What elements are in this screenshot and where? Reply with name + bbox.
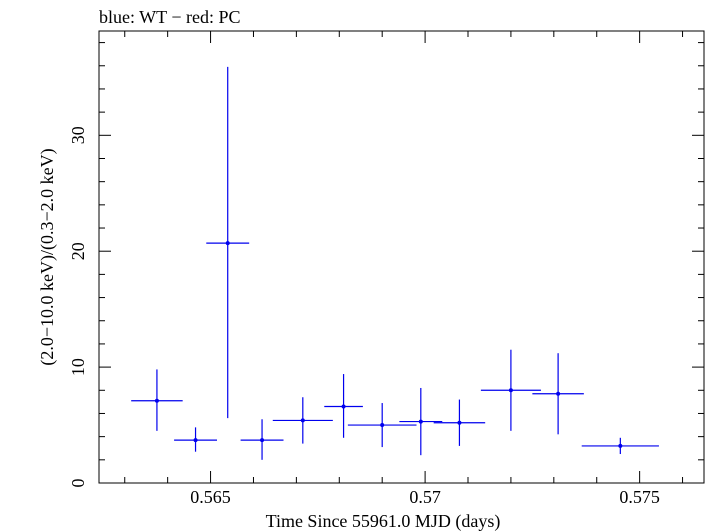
data-point (174, 427, 217, 452)
data-point (433, 399, 486, 446)
data-marker (618, 443, 623, 448)
data-point (240, 419, 284, 460)
data-marker (418, 419, 423, 424)
y-tick-label: 20 (68, 242, 88, 260)
tick-marks (99, 31, 704, 484)
y-tick-label: 10 (68, 358, 88, 376)
data-marker (508, 388, 513, 393)
chart-title: blue: WT − red: PC (99, 7, 240, 27)
data-point (206, 66, 250, 419)
data-marker (380, 423, 385, 428)
data-marker (300, 418, 305, 423)
data-point (532, 353, 584, 435)
x-tick-label: 0.575 (619, 487, 660, 507)
data-point (131, 369, 183, 431)
data-marker (341, 404, 346, 409)
data-points (131, 66, 659, 460)
data-point (324, 374, 363, 438)
y-tick-label: 30 (68, 126, 88, 144)
data-point (581, 437, 659, 455)
y-tick-label: 0 (68, 479, 88, 488)
x-tick-label: 0.565 (190, 487, 231, 507)
data-marker (154, 398, 159, 403)
data-point (272, 397, 333, 444)
data-marker (193, 438, 198, 443)
data-point (480, 349, 541, 431)
data-point (399, 387, 443, 456)
data-marker (556, 391, 561, 396)
data-marker (225, 241, 230, 246)
tick-labels: 0.565 0.57 0.575 0 10 20 30 (68, 126, 660, 507)
plot-frame (98, 30, 705, 484)
x-axis-title: Time Since 55961.0 MJD (days) (266, 511, 501, 532)
data-marker (457, 420, 462, 425)
data-point (347, 403, 417, 448)
y-axis-title: (2.0−10.0 keV)/(0.3−2.0 keV) (37, 148, 58, 365)
x-tick-label: 0.57 (409, 487, 441, 507)
data-marker (260, 438, 265, 443)
